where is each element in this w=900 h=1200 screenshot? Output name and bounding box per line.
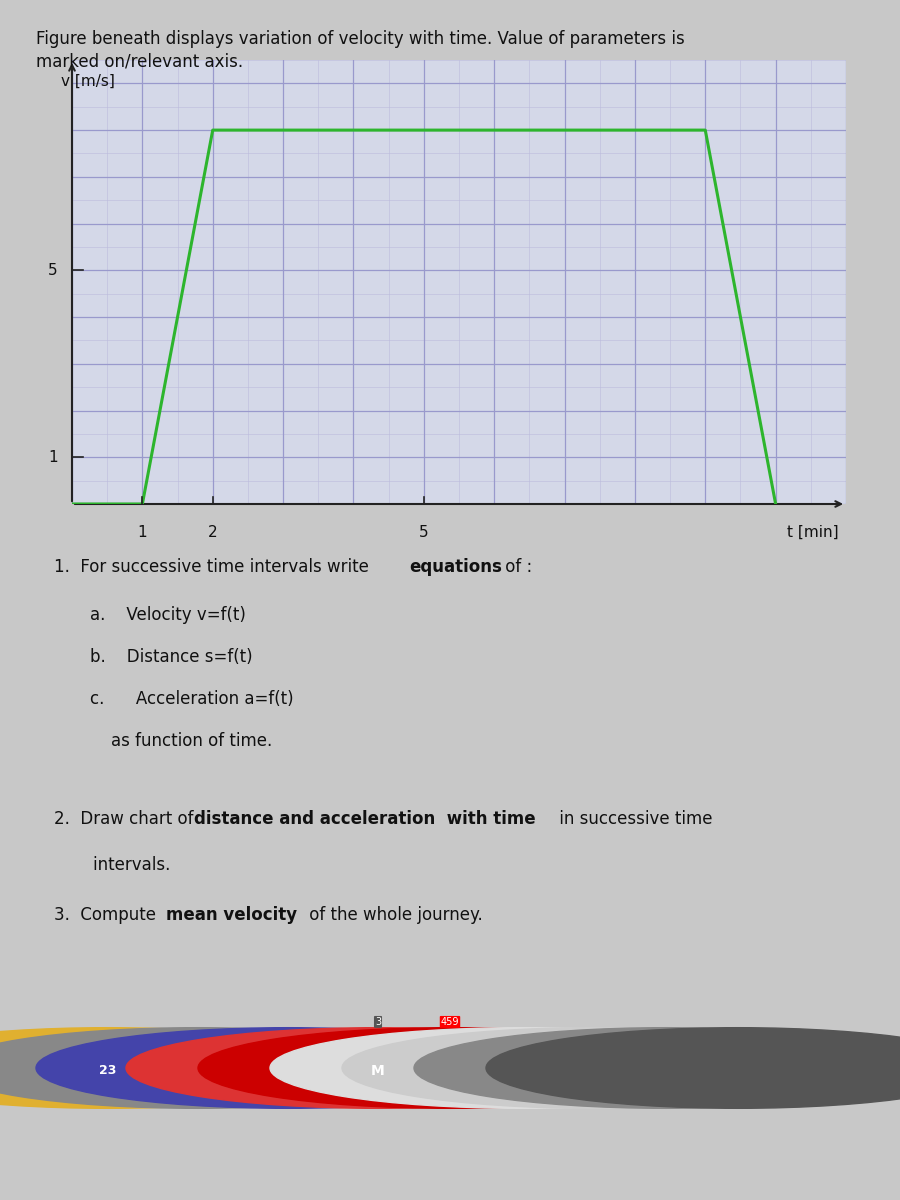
Text: distance and acceleration  with time: distance and acceleration with time <box>194 810 536 828</box>
Circle shape <box>0 1027 360 1109</box>
Text: a.    Velocity v=f(t): a. Velocity v=f(t) <box>90 606 246 624</box>
Text: as function of time.: as function of time. <box>90 732 272 750</box>
Text: 2: 2 <box>208 526 218 540</box>
Circle shape <box>126 1027 630 1109</box>
Text: equations: equations <box>410 558 502 576</box>
Circle shape <box>36 1027 540 1109</box>
Text: 23: 23 <box>99 1064 117 1078</box>
Text: in successive time: in successive time <box>554 810 713 828</box>
Text: b.    Distance s=f(t): b. Distance s=f(t) <box>90 648 253 666</box>
Circle shape <box>342 1027 846 1109</box>
Circle shape <box>0 1027 450 1109</box>
Text: 1.  For successive time intervals write: 1. For successive time intervals write <box>54 558 374 576</box>
Circle shape <box>414 1027 900 1109</box>
Text: 1: 1 <box>138 526 148 540</box>
Text: of :: of : <box>500 558 533 576</box>
Text: marked on/relevant axis.: marked on/relevant axis. <box>36 53 243 71</box>
Text: t [min]: t [min] <box>787 524 838 540</box>
Text: mean velocity: mean velocity <box>166 906 297 924</box>
Text: 3.  Compute: 3. Compute <box>54 906 161 924</box>
Text: intervals.: intervals. <box>72 856 170 874</box>
Text: 3: 3 <box>375 1016 381 1027</box>
Text: v [m/s]: v [m/s] <box>61 73 115 89</box>
Text: 2.  Draw chart of: 2. Draw chart of <box>54 810 199 828</box>
Circle shape <box>486 1027 900 1109</box>
Circle shape <box>270 1027 774 1109</box>
Text: M: M <box>371 1064 385 1078</box>
Text: of the whole journey.: of the whole journey. <box>304 906 483 924</box>
Text: Figure beneath displays variation of velocity with time. Value of parameters is: Figure beneath displays variation of vel… <box>36 30 685 48</box>
Text: 5: 5 <box>419 526 428 540</box>
Text: 1: 1 <box>49 450 58 464</box>
Text: 459: 459 <box>441 1016 459 1027</box>
Text: 5: 5 <box>49 263 58 278</box>
Text: c.      Acceleration a=f(t): c. Acceleration a=f(t) <box>90 690 293 708</box>
Circle shape <box>198 1027 702 1109</box>
